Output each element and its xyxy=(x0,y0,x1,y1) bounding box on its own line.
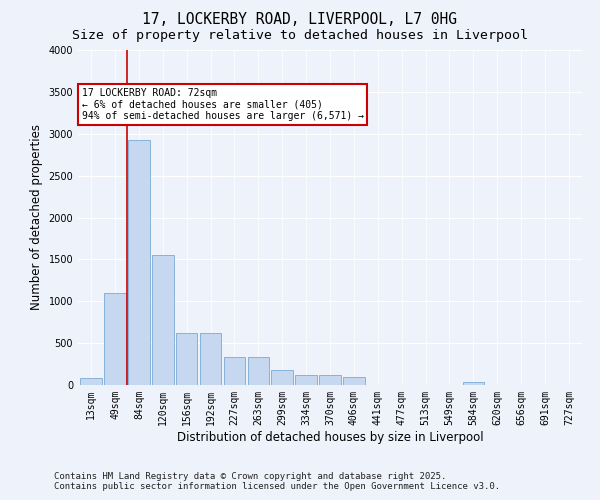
Bar xyxy=(128,140,149,385)
Bar xyxy=(248,358,269,385)
Text: 17 LOCKERBY ROAD: 72sqm
← 6% of detached houses are smaller (405)
94% of semi-de: 17 LOCKERBY ROAD: 72sqm ← 6% of detached… xyxy=(82,88,364,121)
Bar xyxy=(319,375,341,385)
Bar xyxy=(104,293,126,385)
Bar xyxy=(80,378,102,385)
Bar xyxy=(200,333,221,385)
Y-axis label: Number of detached properties: Number of detached properties xyxy=(30,124,43,310)
Text: 17, LOCKERBY ROAD, LIVERPOOL, L7 0HG: 17, LOCKERBY ROAD, LIVERPOOL, L7 0HG xyxy=(143,12,458,28)
Bar xyxy=(224,358,245,385)
Text: Contains HM Land Registry data © Crown copyright and database right 2025.
Contai: Contains HM Land Registry data © Crown c… xyxy=(54,472,500,491)
Bar xyxy=(271,370,293,385)
Bar xyxy=(152,255,173,385)
Bar xyxy=(463,382,484,385)
X-axis label: Distribution of detached houses by size in Liverpool: Distribution of detached houses by size … xyxy=(176,430,484,444)
Bar xyxy=(295,375,317,385)
Bar xyxy=(343,377,365,385)
Text: Size of property relative to detached houses in Liverpool: Size of property relative to detached ho… xyxy=(72,29,528,42)
Bar xyxy=(176,333,197,385)
